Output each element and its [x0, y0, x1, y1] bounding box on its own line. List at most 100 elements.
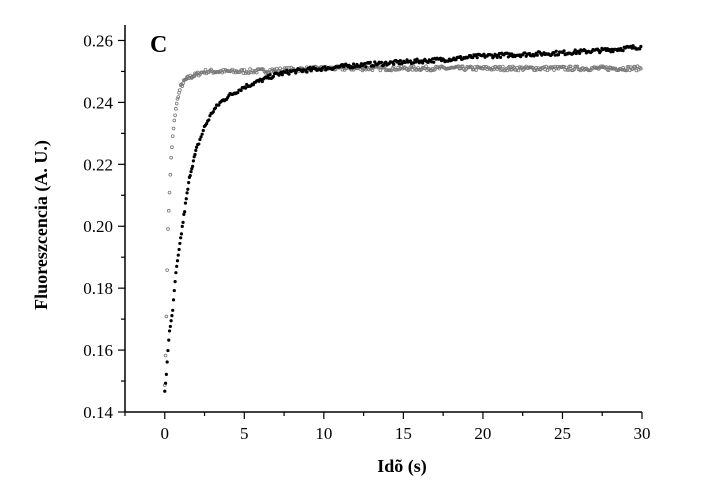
- y-tick-label: 0.24: [83, 93, 113, 112]
- data-point-filled: [364, 65, 368, 69]
- data-point-open: [568, 64, 573, 69]
- y-tick-label: 0.22: [83, 155, 113, 174]
- data-point-filled: [208, 114, 212, 118]
- data-point-filled: [280, 73, 284, 77]
- data-point-open: [287, 66, 291, 70]
- data-point-open: [169, 155, 173, 160]
- data-point-filled: [163, 389, 167, 393]
- data-point-open: [166, 208, 171, 213]
- data-point-open: [552, 68, 556, 72]
- data-point-filled: [187, 181, 191, 185]
- y-tick-label: 0.16: [83, 341, 113, 360]
- x-axis-title: Idõ (s): [377, 456, 427, 477]
- data-point-filled: [268, 73, 272, 77]
- data-point-filled: [458, 54, 463, 59]
- data-point-filled: [163, 381, 168, 385]
- data-point-filled: [198, 137, 202, 142]
- data-point-open: [606, 68, 611, 73]
- data-point-open: [203, 67, 208, 72]
- data-point-open: [165, 268, 169, 272]
- data-point-filled: [188, 173, 192, 178]
- data-point-filled: [621, 48, 625, 53]
- data-point-open: [639, 66, 643, 71]
- data-point-open: [626, 64, 631, 69]
- data-point-open: [175, 97, 180, 101]
- data-point-open: [509, 67, 514, 72]
- data-point-filled: [426, 60, 430, 65]
- data-point-filled: [185, 191, 189, 195]
- data-point-open: [163, 353, 168, 358]
- data-point-filled: [205, 122, 209, 126]
- data-point-filled: [554, 49, 558, 53]
- data-point-open: [172, 118, 177, 123]
- y-tick-label: 0.18: [83, 279, 113, 298]
- x-tick-label: 0: [161, 424, 170, 443]
- data-point-filled: [368, 60, 372, 64]
- data-point-filled: [184, 197, 188, 201]
- data-point-open: [174, 107, 178, 111]
- y-tick-label: 0.20: [83, 217, 113, 236]
- data-point-filled: [194, 148, 198, 153]
- data-point-filled: [165, 360, 169, 364]
- data-point-filled: [236, 91, 240, 95]
- data-point-filled: [351, 62, 356, 66]
- data-point-filled: [166, 348, 170, 353]
- data-point-filled: [167, 338, 171, 342]
- data-point-open: [492, 67, 496, 72]
- data-point-filled: [599, 49, 603, 53]
- data-point-filled: [168, 324, 172, 329]
- data-point-open: [370, 68, 375, 72]
- data-point-open: [170, 134, 175, 138]
- data-point-filled: [260, 79, 264, 84]
- data-point-filled: [578, 51, 582, 55]
- data-point-filled: [201, 128, 205, 133]
- data-point-filled: [171, 298, 176, 302]
- data-point-open: [562, 64, 566, 69]
- data-point-filled: [186, 187, 190, 191]
- data-point-filled: [182, 212, 186, 216]
- data-point-open: [378, 68, 383, 73]
- x-tick-label: 5: [240, 424, 249, 443]
- x-tick-label: 10: [315, 424, 332, 443]
- y-tick-label: 0.26: [83, 31, 113, 50]
- series-filled-markers: [163, 44, 643, 393]
- data-point-filled: [305, 70, 309, 74]
- data-point-filled: [173, 280, 177, 284]
- data-point-filled: [200, 132, 204, 136]
- data-point-filled: [372, 64, 376, 68]
- data-point-open: [181, 81, 185, 85]
- data-point-filled: [174, 271, 178, 275]
- data-point-filled: [183, 210, 187, 214]
- data-point-open: [178, 88, 182, 92]
- data-point-filled: [471, 55, 475, 60]
- data-point-filled: [482, 52, 486, 56]
- data-point-open: [240, 68, 245, 72]
- y-tick-label: 0.14: [83, 403, 113, 422]
- y-axis-title: Fluoreszcencia (A. U.): [31, 140, 52, 310]
- data-point-filled: [191, 159, 196, 163]
- data-point-filled: [638, 47, 642, 51]
- data-point-filled: [562, 49, 566, 53]
- data-point-open: [242, 68, 247, 72]
- data-point-filled: [639, 44, 643, 49]
- x-tick-label: 25: [554, 424, 571, 443]
- data-point-open: [474, 68, 478, 72]
- data-point-open: [566, 68, 571, 72]
- data-point-filled: [271, 74, 276, 79]
- data-point-filled: [475, 56, 479, 60]
- data-point-filled: [191, 164, 195, 168]
- data-point-open: [507, 64, 512, 69]
- data-point-filled: [181, 220, 185, 224]
- data-point-filled: [176, 253, 180, 257]
- series-open-markers: [162, 64, 643, 387]
- data-point-filled: [178, 241, 182, 246]
- data-point-filled: [197, 142, 201, 146]
- data-point-open: [424, 64, 428, 69]
- data-point-filled: [169, 319, 173, 323]
- data-point-open: [170, 145, 174, 150]
- data-point-open: [497, 64, 502, 69]
- data-point-open: [572, 67, 576, 72]
- data-point-filled: [573, 48, 577, 52]
- data-point-filled: [323, 65, 327, 69]
- data-point-filled: [207, 118, 211, 122]
